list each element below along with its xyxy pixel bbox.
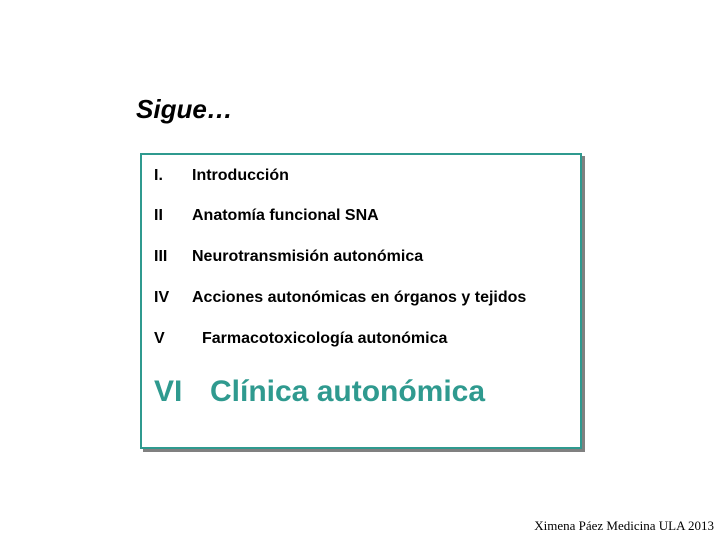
outline-item-label: Clínica autonómica <box>210 375 485 409</box>
outline-item-label: Farmacotoxicología autonómica <box>192 330 447 348</box>
footer-credit: Ximena Páez Medicina ULA 2013 <box>534 518 714 534</box>
outline-item-number: V <box>154 330 192 348</box>
outline-item-label: Anatomía funcional SNA <box>192 207 379 225</box>
outline-item: VFarmacotoxicología autonómica <box>154 330 447 348</box>
outline-item: IIINeurotransmisión autonómica <box>154 248 423 266</box>
outline-item: VIClínica autonómica <box>154 375 485 409</box>
outline-item: I.Introducción <box>154 167 289 185</box>
outline-item-number: IV <box>154 289 192 307</box>
outline-item-number: III <box>154 248 192 266</box>
outline-item-label: Acciones autonómicas en órganos y tejido… <box>192 289 526 307</box>
outline-item-number: II <box>154 207 192 225</box>
outline-item: IIAnatomía funcional SNA <box>154 207 379 225</box>
outline-item: IVAcciones autonómicas en órganos y teji… <box>154 289 526 307</box>
outline-list: I.IntroducciónIIAnatomía funcional SNAII… <box>140 153 582 449</box>
outline-item-number: I. <box>154 167 192 185</box>
outline-item-label: Introducción <box>192 167 289 185</box>
slide-title: Sigue… <box>136 94 233 125</box>
outline-item-number: VI <box>154 375 210 409</box>
outline-item-label: Neurotransmisión autonómica <box>192 248 423 266</box>
